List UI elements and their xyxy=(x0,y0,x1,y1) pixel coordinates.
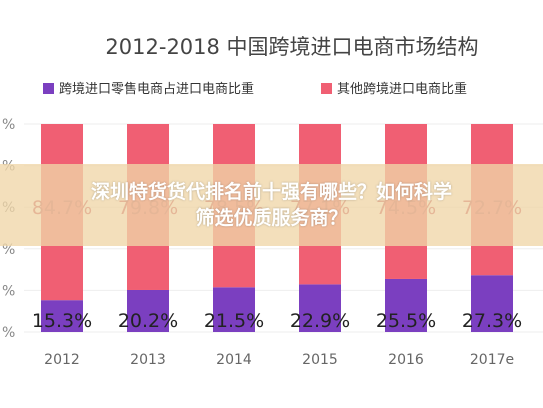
bar-0-2017e xyxy=(471,275,513,332)
bar-0-2014 xyxy=(213,287,255,332)
legend: 跨境进口零售电商占进口电商比重 其他跨境进口电商比重 xyxy=(43,81,467,97)
legend-swatch-0 xyxy=(43,83,54,94)
y-tick-label-5: % xyxy=(2,117,15,133)
chart-title: 2012-2018 中国跨境进口电商市场结构 xyxy=(105,35,478,59)
data-label-0-2013: 20.2% xyxy=(118,310,178,332)
bar-0-2012 xyxy=(41,300,83,332)
x-tick-label-2017e: 2017e xyxy=(470,352,514,368)
x-tick-label-2012: 2012 xyxy=(44,352,80,368)
x-tick-label-2015: 2015 xyxy=(302,352,338,368)
x-tick-label-2016: 2016 xyxy=(388,352,424,368)
overlay-title-line-1: 深圳特货货代排名前十强有哪些？如何科学 xyxy=(90,181,452,203)
legend-label-1: 其他跨境进口电商比重 xyxy=(337,81,467,97)
legend-swatch-1 xyxy=(321,83,332,94)
x-tick-label-2014: 2014 xyxy=(216,352,252,368)
legend-label-0: 跨境进口零售电商占进口电商比重 xyxy=(59,81,254,97)
bar-0-2013 xyxy=(127,289,169,332)
bar-0-2015 xyxy=(299,284,341,332)
data-label-0-2015: 22.9% xyxy=(290,310,350,332)
data-label-0-2012: 15.3% xyxy=(32,310,92,332)
x-tick-label-2013: 2013 xyxy=(130,352,166,368)
bar-0-2016 xyxy=(385,278,427,332)
y-tick-label-1: % xyxy=(2,283,15,299)
overlay-banner[interactable]: 深圳特货货代排名前十强有哪些？如何科学 筛选优质服务商？ xyxy=(0,164,543,246)
x-axis-labels: 201220132014201520162017e2018e xyxy=(44,352,514,368)
data-label-0-2017e: 27.3% xyxy=(462,310,522,332)
y-tick-label-0: % xyxy=(2,325,15,341)
data-label-0-2014: 21.5% xyxy=(204,310,264,332)
overlay-title-line-2: 筛选优质服务商？ xyxy=(195,207,348,229)
data-label-0-2016: 25.5% xyxy=(376,310,436,332)
